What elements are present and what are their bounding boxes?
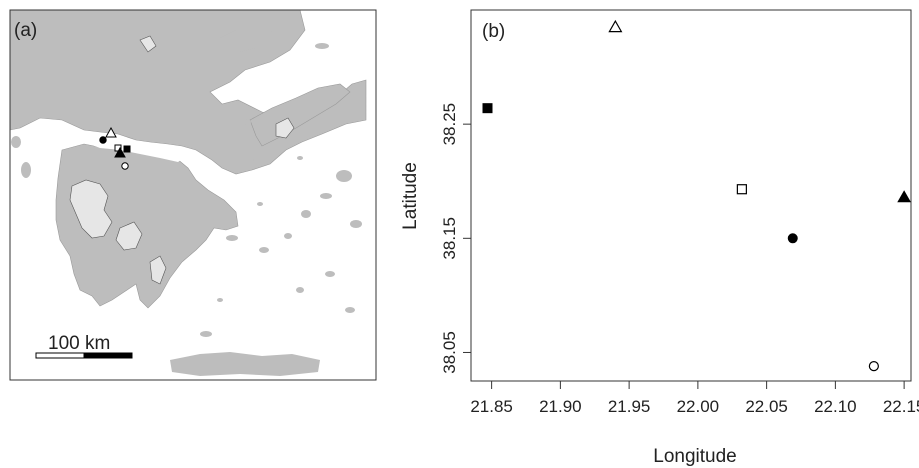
data-point-open-square — [736, 184, 747, 195]
map-frame — [9, 9, 377, 381]
y-tick-label: 38.15 — [440, 217, 459, 260]
scatter-panel: (b) 21.8521.9021.9522.0022.0522.1022.15 … — [400, 9, 919, 467]
mountain-region — [149, 255, 167, 285]
x-tick-label: 21.95 — [608, 397, 651, 416]
site-marker-filled-triangle — [114, 146, 126, 158]
scale-bar-black-segment — [83, 352, 133, 359]
x-axis-label: Longitude — [653, 446, 736, 467]
mountain-region — [139, 35, 157, 53]
gulf-of-corinth — [84, 138, 184, 162]
data-points — [482, 19, 911, 372]
map-panel: (a) 100 km — [9, 9, 377, 381]
aegean-islands — [11, 27, 362, 337]
scale-bar-label: 100 km — [48, 333, 110, 354]
site-marker-open-circle — [121, 162, 129, 170]
panel-label-b: (b) — [482, 21, 505, 42]
panel-label-a: (a) — [14, 20, 37, 41]
data-point-open-circle — [868, 361, 879, 372]
data-point-filled-circle — [787, 233, 798, 244]
data-point-open-triangle — [608, 19, 623, 33]
site-marker-filled-circle — [99, 136, 107, 144]
x-tick-label: 22.10 — [814, 397, 857, 416]
mountain-region — [275, 117, 295, 139]
x-axis: 21.85 21.90 21.95 22.00 22.05 22.10 22.15 — [470, 381, 919, 416]
y-axis: 38.05 38.15 38.25 — [440, 103, 471, 374]
mountain-region — [69, 179, 113, 239]
data-point-filled-square — [482, 103, 493, 114]
mountain-region — [115, 221, 143, 251]
site-marker-filled-square — [123, 145, 131, 153]
chalkidiki — [220, 30, 268, 64]
euboea-island — [249, 83, 351, 147]
plot-frame — [470, 9, 912, 382]
x-tick-label: 22.05 — [745, 397, 788, 416]
site-marker-open-triangle — [105, 126, 117, 138]
crete-island — [170, 352, 320, 376]
y-axis-label: Latitude — [400, 162, 421, 230]
x-tick-label: 21.85 — [470, 397, 513, 416]
site-markers — [99, 126, 131, 170]
x-tick-label: 22.00 — [677, 397, 720, 416]
x-tick-label: 21.90 — [539, 397, 582, 416]
y-tick-label: 38.05 — [440, 331, 459, 374]
scale-bar: 100 km — [35, 333, 133, 359]
x-tick-label: 22.15 — [883, 397, 919, 416]
data-point-filled-triangle — [897, 190, 911, 203]
y-tick-label: 38.25 — [440, 103, 459, 146]
